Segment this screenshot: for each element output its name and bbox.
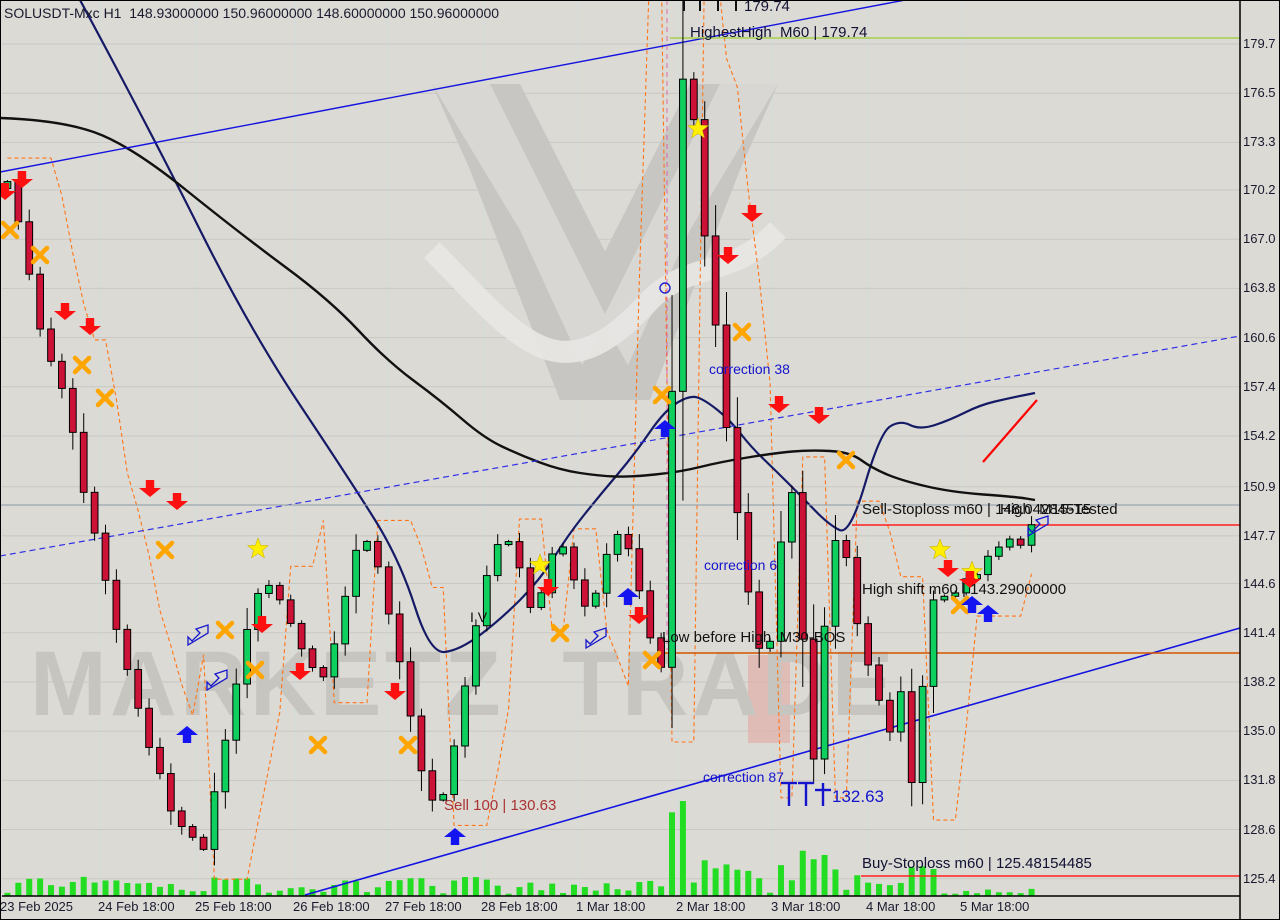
svg-text:HighestHigh M60 | 179.74: HighestHigh M60 | 179.74 bbox=[690, 24, 867, 41]
svg-text:correction 87: correction 87 bbox=[703, 769, 784, 785]
svg-text:correction 6: correction 6 bbox=[704, 557, 777, 573]
svg-text:I V: I V bbox=[470, 609, 488, 625]
svg-text:correction 38: correction 38 bbox=[709, 361, 790, 377]
svg-text:High M15-Tested: High M15-Tested bbox=[1000, 501, 1118, 518]
svg-text:High shift m60 | 143.29000000: High shift m60 | 143.29000000 bbox=[862, 581, 1066, 598]
svg-text:Low before High M30-BOS: Low before High M30-BOS bbox=[662, 629, 845, 646]
svg-text:132.63: 132.63 bbox=[832, 787, 884, 806]
svg-text:179.74: 179.74 bbox=[744, 0, 790, 15]
svg-text:Buy-Stoploss m60 | 125.4815448: Buy-Stoploss m60 | 125.48154485 bbox=[862, 855, 1092, 872]
svg-text:Sell 100 | 130.63: Sell 100 | 130.63 bbox=[444, 797, 556, 814]
